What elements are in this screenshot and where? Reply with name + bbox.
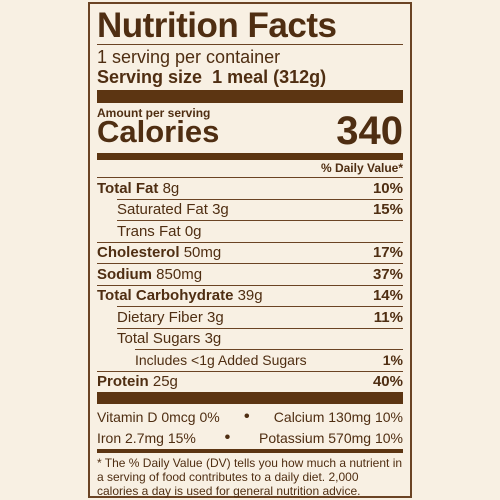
vitamin-name: Potassium	[259, 429, 325, 446]
thick-rule	[97, 90, 403, 103]
title: Nutrition Facts	[97, 8, 403, 45]
nutrient-row: Sodium 850mg 37%	[97, 263, 403, 285]
nutrient-amount: 850mg	[156, 265, 203, 283]
nutrient-label: Total Sugars 3g	[117, 330, 221, 347]
nutrient-amount: 3g	[212, 201, 229, 219]
nutrient-rows: Total Fat 8g 10% Saturated Fat 3g 15% Trans …	[97, 177, 403, 392]
nutrient-row: Cholesterol 50mg 17%	[97, 241, 403, 264]
nutrient-label: Total Carbohydrate 39g	[97, 287, 263, 304]
vitamin-rows: Vitamin D 0mcg 0% • Calcium 130mg 10% Iron …	[97, 406, 403, 448]
nutrient-label: Cholesterol 50mg	[97, 244, 221, 261]
nutrient-dv: 15%	[372, 201, 403, 219]
vitamin-row: Vitamin D 0mcg 0% • Calcium 130mg 10%	[97, 406, 403, 427]
vitamin-amount: 0mcg	[161, 408, 196, 425]
nutrient-name: Protein	[97, 373, 149, 391]
nutrient-label: Protein 25g	[97, 373, 178, 390]
vitamin-name: Vitamin D	[97, 408, 158, 425]
thick-rule	[97, 392, 403, 404]
vitamin: Vitamin D 0mcg 0%	[97, 409, 220, 425]
vitamin-amount: 130mg	[328, 408, 372, 425]
nutrient-name: Total Fat	[97, 179, 159, 197]
nutrient-dv: 37%	[372, 265, 403, 283]
dv-header: % Daily Value*	[320, 161, 403, 175]
serving-size-label: Serving size	[97, 67, 203, 87]
vitamin-amount: 2.7mg	[125, 429, 164, 446]
vitamin-amount: 570mg	[328, 429, 372, 446]
vitamin-name: Calcium	[273, 408, 325, 425]
nutrient-dv: 10%	[372, 179, 403, 197]
nutrient-name: Total Carbohydrate	[97, 287, 234, 305]
nutrient-dv: 1%	[382, 352, 403, 369]
nutrient-dv: 11%	[373, 308, 403, 326]
nutrient-amount: 39g	[237, 287, 263, 305]
vitamin-dv: 15%	[167, 429, 196, 446]
serving-size: Serving size 1 meal (312g)	[97, 67, 403, 87]
vitamin-dv: 10%	[374, 429, 403, 446]
nutrient-label: Dietary Fiber 3g	[117, 309, 224, 326]
nutrient-row: Total Sugars 3g	[117, 327, 403, 350]
vitamin: Potassium 570mg 10%	[259, 430, 403, 446]
vitamin: Iron 2.7mg 15%	[97, 430, 196, 446]
calories-row: Calories 340	[97, 111, 403, 151]
nutrient-row: Dietary Fiber 3g 11%	[117, 306, 403, 328]
nutrient-row: Total Carbohydrate 39g 14%	[97, 284, 403, 307]
bullet: •	[243, 407, 250, 425]
nutrient-dv: 40%	[372, 373, 403, 391]
nutrient-amount: 8g	[162, 179, 180, 197]
nutrient-name: Saturated Fat	[117, 201, 208, 219]
nutrient-row: Protein 25g 40%	[97, 370, 403, 393]
serving-size-value: 1 meal (312g)	[212, 67, 327, 87]
nutrition-label: Nutrition Facts 1 serving per container …	[88, 2, 412, 498]
nutrient-name: Trans Fat	[117, 222, 181, 240]
nutrient-row: Saturated Fat 3g 15%	[117, 198, 403, 221]
nutrient-amount: 25g	[152, 373, 178, 391]
nutrient-amount: 50mg	[183, 244, 222, 262]
nutrient-label: Trans Fat 0g	[117, 223, 202, 240]
nutrient-label: Total Fat 8g	[97, 180, 179, 197]
nutrient-name: Includes <1g Added Sugars	[135, 352, 307, 369]
footnote: * The % Daily Value (DV) tells you how m…	[97, 456, 403, 498]
nutrient-dv: 14%	[372, 287, 403, 305]
calories-value: 340	[336, 109, 403, 153]
vitamin-dv: 10%	[374, 408, 403, 425]
nutrient-name: Sodium	[97, 265, 152, 283]
nutrient-row: Total Fat 8g 10%	[97, 177, 403, 199]
medium-rule	[97, 153, 403, 160]
nutrient-name: Dietary Fiber	[117, 308, 203, 326]
nutrient-label: Saturated Fat 3g	[117, 201, 229, 218]
vitamin-name: Iron	[97, 429, 122, 446]
nutrient-label: Sodium 850mg	[97, 266, 202, 283]
amount-per-serving: Amount per serving	[97, 106, 211, 120]
nutrient-label: Includes <1g Added Sugars	[135, 352, 307, 368]
calories-label: Calories	[97, 114, 220, 149]
nutrient-name: Cholesterol	[97, 244, 180, 262]
nutrient-dv: 17%	[372, 244, 403, 262]
vitamin-row: Iron 2.7mg 15% • Potassium 570mg 10%	[97, 427, 403, 448]
nutrient-row: Includes <1g Added Sugars 1%	[135, 349, 403, 371]
nutrient-amount: 0g	[184, 222, 202, 240]
nutrient-amount: 3g	[207, 308, 224, 326]
vitamin: Calcium 130mg 10%	[274, 409, 403, 425]
nutrient-amount: 3g	[204, 330, 222, 348]
rule	[97, 449, 403, 453]
servings: 1 serving per container	[97, 47, 281, 67]
nutrient-row: Trans Fat 0g	[117, 220, 403, 242]
vitamin-dv: 0%	[199, 408, 220, 425]
nutrient-name: Total Sugars	[117, 330, 201, 348]
bullet: •	[224, 428, 231, 446]
